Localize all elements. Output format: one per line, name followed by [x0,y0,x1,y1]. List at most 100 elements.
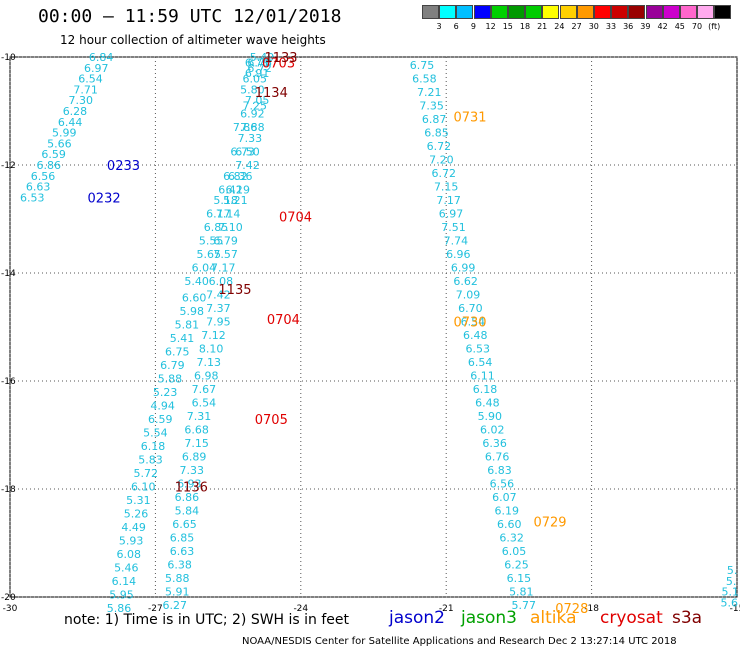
wave-height-value: 6.60 [182,291,207,304]
legend-tick-label: 36 [623,22,634,31]
legend-tick-label: 70 [691,22,703,31]
wave-height-value: 6.72 [427,140,452,153]
wave-height-value: 5.65 [196,248,221,261]
wave-height-value: 6.86 [175,491,200,504]
wave-height-value: 6.10 [131,480,156,493]
legend-tick-label: 3 [436,22,442,31]
legend-swatch [680,5,697,19]
wave-height-value: 5.26 [124,507,149,520]
chart-note: note: 1) Time is in UTC; 2) SWH is in fe… [64,612,350,628]
plot-frame [9,56,738,598]
wave-height-value: 7.51 [441,221,466,234]
wave-height-value: 7.17 [436,194,461,207]
wave-height-value: 7.25 [243,100,268,113]
wave-height-value: 7.12 [201,329,226,342]
wave-height-value: 6.38 [167,559,192,572]
wave-height-value: 5.41 [170,332,195,345]
wave-height-value: 6.73 [230,146,255,159]
wave-height-value: 6.87 [422,113,447,126]
wave-height-value: 6.98 [194,370,219,383]
wave-height-value: 6.56 [490,478,515,491]
wave-height-value: 7.17 [211,262,236,275]
legend-tick-label: (ft) [708,22,721,31]
wave-height-value: 5.99 [52,127,77,140]
wave-height-value: 6.99 [451,262,476,275]
legend-swatch [559,5,577,19]
wave-height-value: 7.95 [206,316,231,329]
wave-height-value: 7.09 [456,289,481,302]
pass-time-label: 1135 [218,283,251,298]
wave-height-value: 7.33 [238,132,263,145]
wave-height-value: 6.59 [41,148,66,161]
wave-height-value: 7.14 [216,208,241,221]
wave-height-value: 7.37 [206,302,231,315]
wave-height-value: 7.15 [434,181,459,194]
satellite-legend-altika: altika [530,608,577,628]
wave-height-value: 6.50 [235,146,260,159]
wave-height-value: 6.48 [475,397,500,410]
wave-height-value: 6.72 [432,167,457,180]
wave-height-value: 6.84 [89,51,114,64]
wave-height-value: 6.05 [243,73,268,86]
wave-height-value: 7.33 [180,464,205,477]
wave-height-value: 5.40 [184,275,209,288]
wave-height-value: 6.93 [177,478,202,491]
wave-height-value: 6.56 [31,170,56,183]
satellite-legend-s3a: s3a [672,608,703,628]
pass-time-label: 0703 [262,56,295,71]
wave-height-value: 5.77 [511,599,536,612]
wave-height-value: 8.10 [199,343,224,356]
pass-time-label: 0730 [453,316,486,331]
legend-swatch [697,5,715,19]
wave-height-value: 6.54 [461,316,486,329]
wave-height-value: 7.21 [417,86,442,99]
wave-height-value: 6.76 [485,451,510,464]
legend-tick-label: 27 [571,22,582,31]
wave-height-value: 6.75 [410,59,435,72]
wave-height-value: 6.18 [473,383,498,396]
pass-time-label: 0729 [533,515,566,530]
wave-height-value: 6.97 [84,62,109,75]
wave-height-value: 5.80 [240,83,265,96]
wave-height-value: 6.89 [182,451,207,464]
wave-height-value: 5.18 [213,194,238,207]
wave-height-value: 6.36 [482,437,507,450]
wave-height-value: 6.53 [465,343,490,356]
wave-height-value: 6.68 [184,424,209,437]
legend-swatch [645,5,663,19]
wave-height-value: 6.04 [192,262,217,275]
wave-height-value: 6.92 [240,108,265,121]
x-tick-label: -24 [293,604,308,614]
wave-height-value: 5.23 [153,386,178,399]
wave-height-value: 6.86 [37,159,62,172]
x-tick-label: -15 [730,604,740,614]
wave-height-value: 5.46 [114,561,139,574]
wave-height-value: 6.44 [58,116,83,129]
wave-height-value: 6.15 [507,572,532,585]
legend-swatch [473,5,491,19]
legend-swatch [542,5,560,19]
wave-height-value: 5. [726,575,737,588]
y-tick-label: -20 [1,593,16,603]
wave-height-value: 6.72 [247,62,272,75]
x-tick-label: -21 [439,604,454,614]
wave-height-value: 7.30 [69,94,94,107]
y-tick-label: -12 [1,161,16,171]
wave-height-value: 5.91 [165,586,190,599]
legend-tick-label: 21 [537,22,548,31]
wave-height-value: 5.98 [180,305,205,318]
x-tick-label: -27 [148,604,163,614]
wave-height-value: 7.42 [235,159,260,172]
satellite-legend-cryosat: cryosat [600,608,663,628]
legend-tick-label: 42 [657,22,668,31]
wave-height-value: 6.70 [458,302,483,315]
wave-height-value: 6.19 [495,505,520,518]
wave-height-value: 6.42 [218,183,243,196]
legend-swatch [594,5,611,19]
satellite-legend-jason2: jason2 [389,608,445,628]
wave-height-value: 7.88 [240,121,265,134]
legend-tick-label: 45 [674,22,685,31]
wave-height-value: 5.66 [47,137,72,150]
legend-tick-label: 12 [485,22,496,31]
